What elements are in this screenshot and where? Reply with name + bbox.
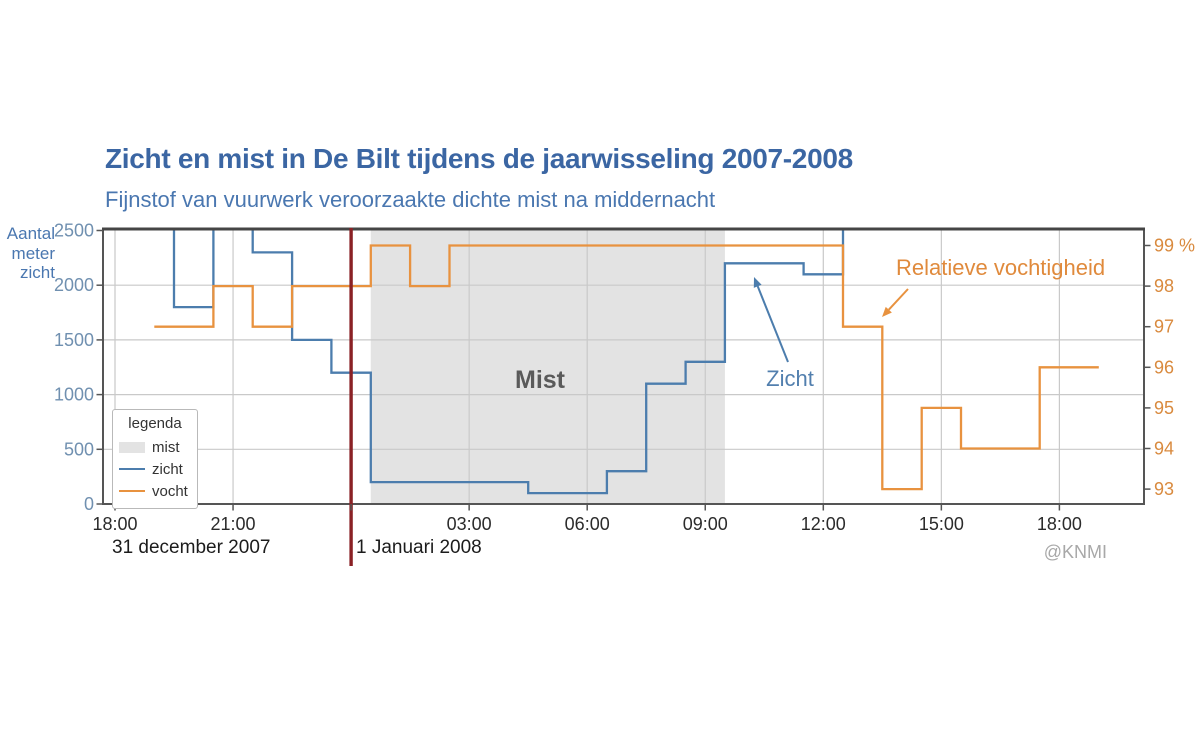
right-tick-label: 97 (1154, 317, 1174, 337)
mist-annotation: Mist (515, 366, 565, 394)
vocht-line (154, 244, 1099, 491)
left-tick-label: 2000 (54, 275, 94, 295)
legend-item-mist: mist (113, 436, 197, 458)
right-tick-label: 98 (1154, 276, 1174, 296)
left-tick-label: 0 (84, 494, 94, 514)
zicht-annotation: Zicht (766, 366, 814, 391)
vocht-arrow (882, 288, 909, 317)
x-tick-label: 15:00 (919, 514, 964, 534)
zicht-arrow-shaft (756, 285, 789, 363)
mist-region (370, 229, 725, 504)
vocht-arrow-shaft (888, 288, 909, 311)
right-tick-label: 99 % (1154, 236, 1195, 256)
zicht-arrow (753, 277, 789, 363)
left-tick-label: 1000 (54, 385, 94, 405)
right-tick-label: 94 (1154, 439, 1174, 459)
mist-swatch (119, 441, 145, 453)
legend: legenda mist zicht vocht (112, 409, 198, 509)
left-tick-label: 500 (64, 439, 94, 459)
page-title: Zicht en mist in De Bilt tijdens de jaar… (105, 143, 853, 174)
left-axis-title-line3: zicht (20, 263, 55, 282)
subtitle: Fijnstof van vuurwerk veroorzaakte dicht… (105, 187, 716, 212)
legend-title: legenda (128, 415, 182, 432)
x-tick-label: 03:00 (447, 514, 492, 534)
vocht-annotation: Relatieve vochtigheid (896, 255, 1106, 280)
credit-knmi: @KNMI (1043, 542, 1107, 562)
left-axis-title: Aantal meter zicht (0, 224, 55, 283)
date-label-31-december: 31 december 2007 (112, 537, 271, 558)
x-tick-label: 18:00 (1037, 514, 1082, 534)
zicht-arrow-head (753, 277, 762, 288)
zicht-swatch (119, 468, 145, 470)
legend-item-label: vocht (152, 482, 188, 500)
vocht-arrow-head (882, 306, 892, 317)
date-label-1-januari: 1 Januari 2008 (356, 537, 482, 558)
x-tick-label: 21:00 (211, 514, 256, 534)
legend-item-label: zicht (152, 460, 183, 478)
left-axis-title-line2: meter (11, 243, 55, 263)
right-tick-label: 93 (1154, 479, 1174, 499)
x-tick-label: 12:00 (801, 514, 846, 534)
left-tick-label: 1500 (54, 330, 94, 350)
x-tick-label: 06:00 (565, 514, 610, 534)
left-tick-label: 2500 (54, 221, 94, 241)
legend-item-vocht: vocht (113, 480, 197, 502)
legend-item-zicht: zicht (113, 458, 197, 480)
legend-item-label: mist (152, 438, 180, 456)
x-tick-label: 09:00 (683, 514, 728, 534)
right-tick-label: 96 (1154, 357, 1174, 377)
x-tick-label: 18:00 (92, 514, 137, 534)
zicht-line (172, 229, 845, 495)
right-tick-label: 95 (1154, 398, 1174, 418)
left-axis-title-line1: Aantal (6, 224, 55, 243)
vocht-swatch (119, 490, 145, 492)
